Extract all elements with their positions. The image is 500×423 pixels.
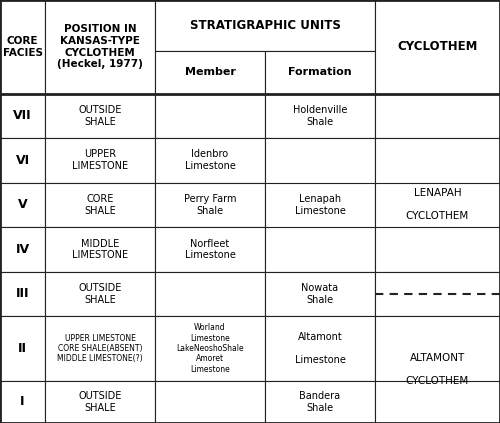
Bar bbox=[265, 93, 375, 138]
Text: I: I bbox=[20, 396, 25, 408]
Bar bbox=[0, 227, 45, 272]
Text: Nowata
Shale: Nowata Shale bbox=[302, 283, 339, 305]
Bar bbox=[155, 183, 265, 227]
Text: Formation: Formation bbox=[288, 67, 352, 77]
Bar bbox=[45, 183, 155, 227]
Bar bbox=[155, 316, 265, 381]
Bar bbox=[375, 316, 500, 423]
Text: II: II bbox=[18, 342, 27, 355]
Text: CYCLOTHEM: CYCLOTHEM bbox=[398, 40, 477, 53]
Text: POSITION IN
KANSAS-TYPE
CYCLOTHEM
(Heckel, 1977): POSITION IN KANSAS-TYPE CYCLOTHEM (Hecke… bbox=[57, 25, 143, 69]
Text: Norfleet
Limestone: Norfleet Limestone bbox=[184, 239, 236, 260]
Bar bbox=[155, 93, 265, 138]
Bar bbox=[0, 138, 45, 183]
Bar bbox=[0, 0, 45, 93]
Bar bbox=[45, 316, 155, 381]
Text: VI: VI bbox=[16, 154, 30, 167]
Bar bbox=[45, 272, 155, 316]
Text: MIDDLE
LIMESTONE: MIDDLE LIMESTONE bbox=[72, 239, 128, 260]
Bar bbox=[265, 272, 375, 316]
Bar bbox=[0, 93, 45, 138]
Text: Perry Farm
Shale: Perry Farm Shale bbox=[184, 194, 236, 216]
Bar bbox=[45, 381, 155, 423]
Bar bbox=[265, 316, 375, 381]
Text: Idenbro
Limestone: Idenbro Limestone bbox=[184, 149, 236, 171]
Bar bbox=[0, 316, 45, 381]
Bar bbox=[155, 272, 265, 316]
Text: STRATIGRAPHIC UNITS: STRATIGRAPHIC UNITS bbox=[190, 19, 340, 32]
Bar bbox=[375, 0, 500, 93]
Text: OUTSIDE
SHALE: OUTSIDE SHALE bbox=[78, 105, 122, 126]
Text: Holdenville
Shale: Holdenville Shale bbox=[293, 105, 347, 126]
Bar bbox=[265, 381, 375, 423]
Bar bbox=[0, 272, 45, 316]
Text: VII: VII bbox=[13, 109, 32, 122]
Text: IV: IV bbox=[16, 243, 30, 256]
Text: CORE
SHALE: CORE SHALE bbox=[84, 194, 116, 216]
Bar bbox=[155, 381, 265, 423]
Bar bbox=[155, 227, 265, 272]
Text: Worland
Limestone
LakeNeoshoShale
Amoret
Limestone: Worland Limestone LakeNeoshoShale Amoret… bbox=[176, 323, 244, 374]
Bar bbox=[155, 0, 375, 51]
Text: III: III bbox=[16, 287, 29, 300]
Bar bbox=[45, 93, 155, 138]
Text: UPPER
LIMESTONE: UPPER LIMESTONE bbox=[72, 149, 128, 171]
Bar bbox=[375, 93, 500, 138]
Bar bbox=[0, 183, 45, 227]
Bar bbox=[45, 0, 155, 93]
Bar bbox=[375, 138, 500, 272]
Bar bbox=[375, 272, 500, 316]
Bar bbox=[0, 381, 45, 423]
Bar bbox=[45, 138, 155, 183]
Text: Bandera
Shale: Bandera Shale bbox=[300, 391, 341, 413]
Text: LENAPAH

CYCLOTHEM: LENAPAH CYCLOTHEM bbox=[406, 188, 469, 221]
Text: Lenapah
Limestone: Lenapah Limestone bbox=[294, 194, 346, 216]
Bar bbox=[45, 227, 155, 272]
Text: ALTAMONT

CYCLOTHEM: ALTAMONT CYCLOTHEM bbox=[406, 353, 469, 386]
Text: OUTSIDE
SHALE: OUTSIDE SHALE bbox=[78, 283, 122, 305]
Bar bbox=[155, 138, 265, 183]
Text: Altamont

Limestone: Altamont Limestone bbox=[294, 332, 346, 365]
Text: CORE
FACIES: CORE FACIES bbox=[2, 36, 42, 58]
Text: UPPER LIMESTONE
CORE SHALE(ABSENT)
MIDDLE LIMESTONE(?): UPPER LIMESTONE CORE SHALE(ABSENT) MIDDL… bbox=[57, 333, 143, 363]
Bar bbox=[265, 138, 375, 272]
Text: OUTSIDE
SHALE: OUTSIDE SHALE bbox=[78, 391, 122, 413]
Bar bbox=[155, 51, 265, 93]
Bar bbox=[265, 51, 375, 93]
Text: V: V bbox=[18, 198, 28, 212]
Text: Member: Member bbox=[184, 67, 236, 77]
